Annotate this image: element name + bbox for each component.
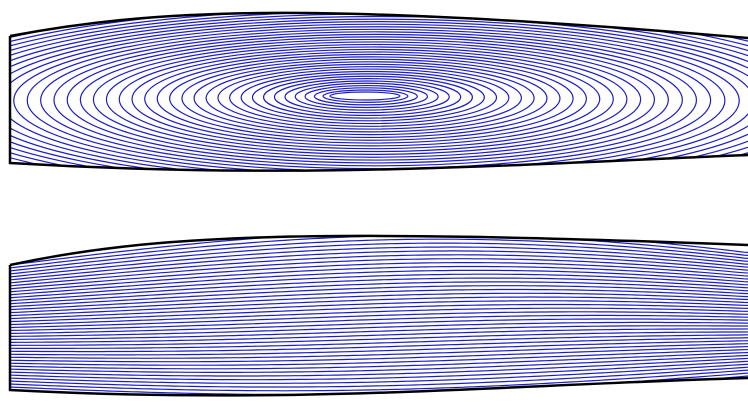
streamline — [10, 296, 748, 317]
streamline — [10, 348, 748, 366]
streamline — [10, 314, 748, 332]
streamline — [10, 328, 748, 343]
contour-line — [66, 36, 683, 164]
contour-line — [131, 48, 614, 150]
contour-line — [251, 73, 485, 122]
streamline — [10, 363, 748, 384]
streamline — [10, 311, 748, 329]
streamline — [10, 262, 748, 291]
streamline — [10, 285, 748, 308]
contour-line — [10, 15, 748, 171]
streamline — [10, 345, 748, 363]
streamline — [10, 334, 748, 349]
contour-line — [284, 80, 450, 114]
streamline — [10, 354, 748, 373]
contour-line — [273, 78, 462, 117]
streamline — [10, 321, 748, 338]
streamline — [10, 351, 748, 370]
contour-line — [10, 21, 748, 171]
contour-line — [169, 56, 574, 141]
contour-line — [304, 84, 429, 109]
streamline — [10, 337, 748, 353]
streamline — [10, 246, 748, 279]
streamline — [10, 292, 748, 314]
streamline — [10, 372, 748, 396]
streamline — [10, 318, 748, 335]
contour-line — [10, 23, 748, 171]
contour-line — [181, 58, 561, 139]
streamline — [10, 281, 748, 305]
contour-line — [79, 38, 669, 161]
domain-boundary — [8, 234, 748, 397]
streamline — [10, 357, 748, 377]
contour-line — [229, 68, 510, 127]
streamline — [10, 325, 748, 341]
streamline — [10, 300, 748, 320]
streamline — [10, 360, 748, 381]
streamline-panel — [10, 235, 748, 396]
contour-line — [240, 70, 498, 125]
contour-line — [329, 91, 401, 101]
contour-line — [322, 89, 409, 103]
domain-boundary — [8, 11, 748, 172]
contour-line — [13, 26, 740, 171]
contour-line — [205, 63, 535, 133]
streamline — [10, 307, 748, 326]
contour-line — [313, 87, 418, 106]
streamline — [10, 303, 748, 323]
contour-line — [262, 75, 473, 119]
streamline — [10, 258, 748, 288]
contour-line — [193, 61, 548, 136]
streamline — [10, 331, 748, 346]
contour-line — [156, 53, 587, 144]
contour-panel — [10, 12, 748, 171]
streamline — [10, 250, 748, 282]
contour-line — [92, 41, 656, 158]
streamline — [10, 265, 748, 294]
contour-line — [53, 33, 698, 167]
contour-line — [144, 51, 601, 147]
streamline — [10, 242, 748, 276]
streamline — [10, 269, 748, 297]
contour-line — [294, 82, 439, 111]
streamline — [10, 254, 748, 285]
streamline — [10, 340, 748, 356]
streamline — [10, 288, 748, 311]
streamline — [10, 366, 748, 388]
contour-line — [118, 46, 628, 153]
streamline — [10, 343, 748, 359]
contour-line — [217, 66, 522, 130]
streamline — [10, 277, 748, 302]
streamline — [10, 273, 748, 299]
contour-line — [105, 43, 642, 155]
contour-line — [26, 28, 726, 171]
streamline — [10, 369, 748, 392]
contour-line — [10, 12, 748, 171]
streamline — [10, 238, 748, 273]
contour-line — [10, 18, 748, 171]
